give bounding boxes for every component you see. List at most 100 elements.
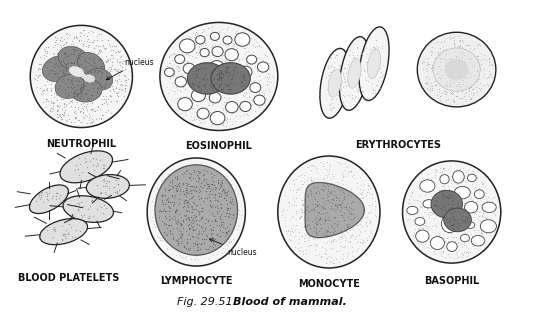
Point (452, 84, 461, 89)
Point (432, 204, 440, 209)
Point (455, 223, 464, 228)
Point (58, 237, 67, 242)
Point (321, 247, 330, 252)
Point (203, 48, 211, 53)
Point (336, 227, 344, 232)
Point (403, 201, 412, 206)
Point (201, 236, 210, 241)
Point (245, 78, 254, 83)
Point (472, 175, 481, 180)
Point (426, 236, 435, 241)
Point (458, 40, 467, 45)
Point (82, 53, 90, 58)
Point (41, 74, 50, 79)
Point (319, 195, 327, 200)
Point (330, 203, 339, 208)
Point (324, 215, 333, 220)
Point (83, 101, 92, 106)
Point (237, 212, 245, 217)
Point (62, 62, 71, 67)
Point (187, 192, 196, 197)
Point (200, 249, 209, 254)
Point (175, 227, 183, 232)
Point (336, 63, 344, 68)
Point (176, 223, 185, 228)
Point (199, 168, 208, 173)
Point (121, 73, 130, 78)
Point (342, 222, 351, 227)
Point (199, 111, 208, 116)
Point (454, 203, 463, 208)
Point (207, 193, 216, 198)
Point (338, 172, 346, 177)
Point (181, 208, 190, 213)
Point (117, 86, 126, 91)
Point (302, 187, 310, 192)
Point (329, 197, 337, 202)
Point (42, 190, 50, 195)
Point (120, 85, 129, 90)
Point (461, 67, 469, 72)
Point (445, 195, 454, 200)
Point (192, 253, 200, 258)
Point (326, 218, 334, 223)
Point (428, 183, 437, 188)
Point (353, 61, 362, 66)
Point (372, 38, 381, 43)
Point (168, 57, 176, 62)
Point (203, 189, 211, 194)
Point (336, 207, 345, 212)
Point (479, 222, 488, 227)
Point (85, 95, 93, 100)
Point (470, 81, 479, 86)
Point (231, 39, 239, 44)
Point (189, 176, 197, 181)
Point (223, 174, 231, 179)
Point (237, 84, 246, 89)
Point (426, 213, 434, 218)
Point (78, 51, 86, 56)
Point (375, 50, 383, 55)
Point (238, 78, 246, 83)
Point (175, 198, 183, 203)
Point (157, 192, 166, 198)
Point (190, 200, 198, 205)
Point (219, 53, 227, 58)
Point (44, 98, 52, 103)
Point (420, 203, 429, 208)
Point (157, 210, 165, 215)
Point (189, 240, 197, 245)
Point (473, 89, 482, 95)
Point (82, 92, 91, 97)
Point (218, 201, 227, 206)
Ellipse shape (200, 48, 209, 57)
Point (53, 103, 61, 108)
Point (351, 76, 359, 81)
Point (435, 64, 443, 69)
Point (171, 219, 180, 224)
Point (190, 207, 199, 212)
Point (455, 248, 464, 253)
Point (436, 59, 445, 64)
Point (203, 191, 211, 196)
Point (432, 167, 440, 172)
Point (197, 88, 205, 93)
Point (466, 238, 475, 243)
Point (192, 239, 200, 244)
Point (292, 208, 300, 214)
Point (193, 114, 201, 119)
Point (214, 219, 223, 224)
Point (349, 53, 357, 58)
Point (176, 89, 184, 94)
Point (466, 84, 474, 89)
Point (189, 83, 198, 88)
Point (58, 78, 66, 83)
Point (95, 81, 104, 86)
Point (43, 228, 51, 233)
Point (70, 203, 79, 208)
Point (194, 205, 203, 210)
Point (223, 215, 231, 220)
Point (176, 222, 185, 227)
Point (180, 105, 188, 110)
Point (70, 91, 78, 96)
